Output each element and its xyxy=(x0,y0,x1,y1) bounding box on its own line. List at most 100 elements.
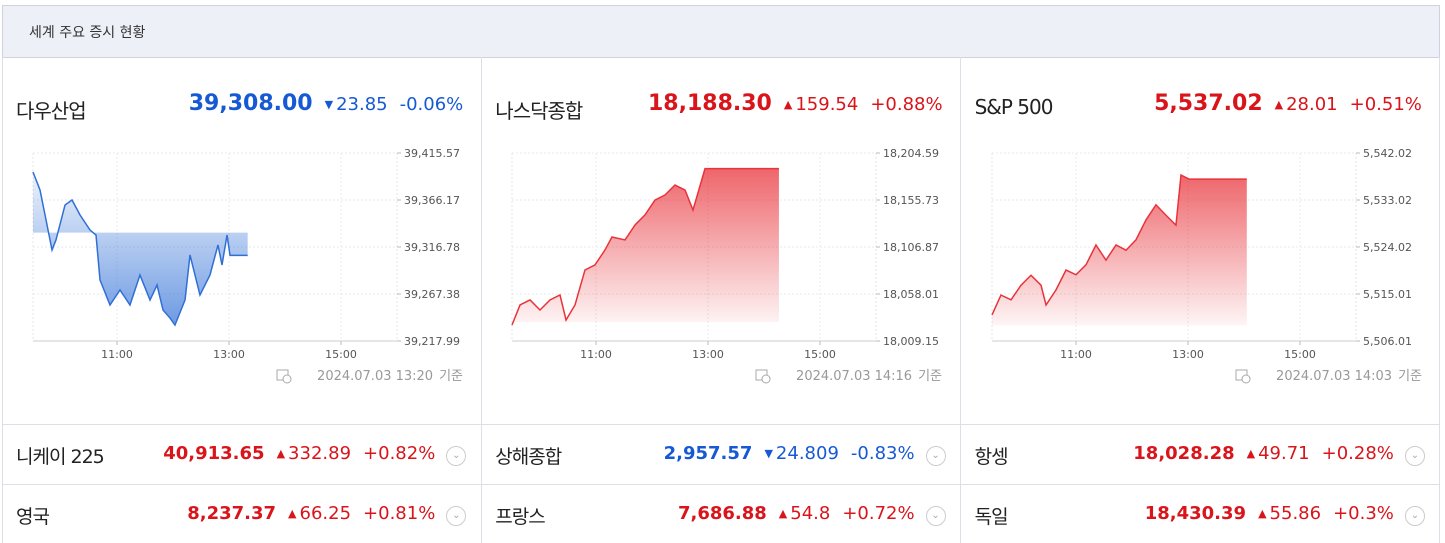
index-name: 다우산업 xyxy=(16,99,87,123)
change-percent: +0.88% xyxy=(870,94,943,115)
index-name: 독일 xyxy=(974,506,1009,528)
expand-button[interactable]: ⌄ xyxy=(1404,446,1425,466)
direction-icon: ▲ xyxy=(778,507,788,520)
quote-wrap: 5,537.02 ▲ 28.01 +0.51% xyxy=(1154,91,1422,116)
price-line xyxy=(990,173,1247,316)
timestamp: 2024.07.03 14:03 기준 xyxy=(1276,369,1422,384)
timestamp-suffix: 기준 xyxy=(918,369,942,384)
index-name: 영국 xyxy=(16,506,50,528)
change-value: 159.54 xyxy=(795,94,859,115)
x-tick-label: 15:00 xyxy=(1284,348,1316,361)
quote-change: ▲ 332.89 xyxy=(277,443,351,464)
expand-button[interactable]: ⌄ xyxy=(925,446,946,466)
quote-change: ▲ 54.8 xyxy=(779,503,831,524)
x-tick-label: 15:00 xyxy=(804,348,836,361)
quote-wrap: 18,188.30 ▲ 159.54 +0.88% xyxy=(648,91,943,116)
quote-group: 18,028.28 ▲ 49.71 +0.28% xyxy=(1133,443,1394,464)
direction-icon: ▲ xyxy=(783,98,793,111)
change-value: 28.01 xyxy=(1286,94,1338,115)
change-percent: +0.82% xyxy=(363,443,436,464)
y-tick-label: 18,058.01 xyxy=(883,288,939,301)
expand-button[interactable]: ⌄ xyxy=(446,446,467,466)
line-chart: 5,506.01 5,515.01 5,524.02 5,533.02 5,542.02… xyxy=(990,147,1422,384)
clock-icon xyxy=(276,369,292,384)
expand-button[interactable]: ⌄ xyxy=(446,506,467,526)
y-tick-label: 5,542.02 xyxy=(1363,147,1412,160)
y-tick-label: 18,009.15 xyxy=(883,335,939,348)
quote-value: 5,537.02 xyxy=(1154,91,1263,116)
quote-wrap: 39,308.00 ▼ 23.85 -0.06% xyxy=(189,91,464,116)
x-tick-label: 13:00 xyxy=(213,348,245,361)
expand-button[interactable]: ⌄ xyxy=(925,506,946,526)
y-tick-label: 5,524.02 xyxy=(1363,241,1412,254)
y-tick-label: 5,515.01 xyxy=(1363,288,1412,301)
index-name: S&P 500 xyxy=(974,95,1054,119)
quote-wrap: 40,913.65 ▲ 332.89 +0.82% xyxy=(163,443,435,464)
direction-icon: ▼ xyxy=(324,98,334,111)
quote-change: ▲ 66.25 xyxy=(288,503,351,524)
quote-value: 18,188.30 xyxy=(648,91,772,116)
quote-group: 18,430.39 ▲ 55.86 +0.3% xyxy=(1145,503,1394,524)
y-tick-label: 39,415.57 xyxy=(404,147,460,160)
quote-change: ▲ 159.54 xyxy=(784,94,858,115)
index-row: 프랑스 7,686.88 ▲ 54.8 +0.72% ⌄ xyxy=(481,485,960,543)
index-name: 항셍 xyxy=(974,446,1009,468)
quote-group: 5,537.02 ▲ 28.01 +0.51% xyxy=(1154,91,1422,116)
direction-icon: ▲ xyxy=(1246,447,1256,460)
timestamp-date: 2024.07.03 14:16 xyxy=(796,369,912,384)
timestamp-date: 2024.07.03 14:03 xyxy=(1276,369,1392,384)
index-row: 영국 8,237.37 ▲ 66.25 +0.81% ⌄ xyxy=(2,485,481,543)
clock-icon xyxy=(755,369,771,384)
index-row: 니케이 225 40,913.65 ▲ 332.89 +0.82% ⌄ xyxy=(2,425,481,483)
quote-wrap: 2,957.57 ▼ 24.809 -0.83% xyxy=(664,443,915,464)
x-tick-label: 11:00 xyxy=(1060,348,1092,361)
quote-value: 39,308.00 xyxy=(188,91,313,116)
direction-icon: ▲ xyxy=(276,447,286,460)
quote-group: 8,237.37 ▲ 66.25 +0.81% xyxy=(187,503,435,524)
x-tick-label: 11:00 xyxy=(101,348,133,361)
change-percent: -0.83% xyxy=(850,443,915,464)
y-tick-label: 5,506.01 xyxy=(1363,335,1412,348)
change-value: 24.809 xyxy=(775,443,839,464)
y-tick-label: 39,267.38 xyxy=(404,288,460,301)
index-row: 항셍 18,028.28 ▲ 49.71 +0.28% ⌄ xyxy=(961,425,1440,483)
change-value: 23.85 xyxy=(336,94,388,115)
row-divider xyxy=(2,424,1440,425)
direction-icon: ▲ xyxy=(1274,98,1284,111)
change-value: 49.71 xyxy=(1258,443,1310,464)
direction-icon: ▼ xyxy=(764,447,773,460)
change-percent: -0.06% xyxy=(399,94,464,115)
index-name: 니케이 225 xyxy=(16,446,105,468)
timestamp-suffix: 기준 xyxy=(1398,369,1422,384)
x-tick-label: 15:00 xyxy=(325,348,357,361)
x-tick-label: 13:00 xyxy=(1172,348,1204,361)
quote-value: 18,028.28 xyxy=(1133,443,1235,464)
timestamp: 2024.07.03 13:20 기준 xyxy=(317,369,463,384)
row-divider xyxy=(2,484,1440,485)
timestamp-suffix: 기준 xyxy=(439,369,463,384)
change-value: 55.86 xyxy=(1269,503,1322,524)
y-tick-label: 18,155.73 xyxy=(883,194,939,207)
market-box xyxy=(2,57,1440,543)
line-chart: 39,217.99 39,267.38 39,316.78 39,366.17 39,4… xyxy=(32,147,463,384)
change-value: 332.89 xyxy=(288,443,352,464)
y-tick-label: 39,316.78 xyxy=(404,241,460,254)
change-value: 66.25 xyxy=(299,503,352,524)
quote-group: 7,686.88 ▲ 54.8 +0.72% xyxy=(678,503,915,524)
price-line xyxy=(32,171,248,327)
quote-group: 39,308.00 ▼ 23.85 -0.06% xyxy=(189,91,464,116)
quote-change: ▲ 55.86 xyxy=(1258,503,1321,524)
area-fill xyxy=(512,168,780,325)
index-row: 독일 18,430.39 ▲ 55.86 +0.3% ⌄ xyxy=(961,485,1440,543)
quote-value: 2,957.57 xyxy=(663,443,753,464)
area-fill xyxy=(991,175,1247,326)
expand-button[interactable]: ⌄ xyxy=(1404,506,1425,526)
quote-value: 18,430.39 xyxy=(1144,503,1247,524)
icon-part xyxy=(761,374,771,384)
change-percent: +0.51% xyxy=(1349,94,1422,115)
quote-wrap: 18,430.39 ▲ 55.86 +0.3% xyxy=(1145,503,1394,524)
change-percent: +0.28% xyxy=(1321,443,1394,464)
quote-change: ▼ 24.809 xyxy=(764,443,838,464)
quote-group: 2,957.57 ▼ 24.809 -0.83% xyxy=(664,443,915,464)
